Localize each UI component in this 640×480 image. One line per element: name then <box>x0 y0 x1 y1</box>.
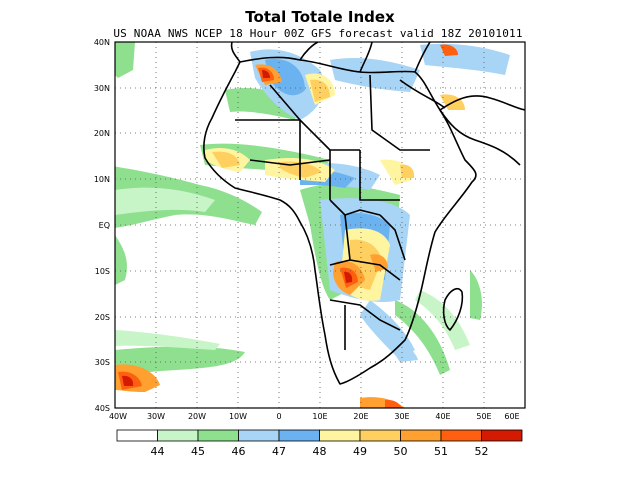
colorbar-label-46: 46 <box>232 445 246 458</box>
colorbar-label-51: 51 <box>434 445 448 458</box>
lat-label-10n: 10N <box>94 175 110 184</box>
map-frame <box>114 41 526 409</box>
colorbar-swatch-9 <box>481 429 523 442</box>
lat-label-10s: 10S <box>95 267 110 276</box>
chart-title: Total Totale Index <box>245 8 395 26</box>
lon-label-40w: 40W <box>109 412 127 421</box>
coastlines <box>203 42 525 385</box>
lat-label-20n: 20N <box>94 129 110 138</box>
lon-label-10w: 10W <box>229 412 247 421</box>
lon-label-60e: 60E <box>504 412 519 421</box>
gridlines <box>115 42 525 408</box>
colorbar-swatch-5 <box>319 429 361 442</box>
colorbar-label-50: 50 <box>394 445 408 458</box>
colorbar-label-48: 48 <box>313 445 327 458</box>
colorbar-label-45: 45 <box>191 445 205 458</box>
colorbar-swatch-4 <box>278 429 320 442</box>
colorbar-label-44: 44 <box>151 445 165 458</box>
chart-subtitle: US NOAA NWS NCEP 18 Hour 00Z GFS forecas… <box>113 27 523 40</box>
lon-label-0: 0 <box>276 412 281 421</box>
lon-label-30w: 30W <box>147 412 165 421</box>
lon-label-30e: 30E <box>394 412 409 421</box>
colorbar-swatch-1 <box>157 429 199 442</box>
colorbar-swatch-2 <box>197 429 239 442</box>
colorbar-swatch-6 <box>359 429 401 442</box>
lat-label-eq: EQ <box>99 221 110 230</box>
colorbar-label-49: 49 <box>353 445 367 458</box>
colorbar-swatch-8 <box>440 429 482 442</box>
colorbar-swatch-7 <box>400 429 442 442</box>
lat-label-20s: 20S <box>95 313 110 322</box>
lat-label-30n: 30N <box>94 84 110 93</box>
lon-label-20w: 20W <box>188 412 206 421</box>
colorbar-label-47: 47 <box>272 445 286 458</box>
lat-label-30s: 30S <box>95 358 110 367</box>
colorbar-swatch-3 <box>238 429 280 442</box>
lon-label-50e: 50E <box>476 412 491 421</box>
index-field-45 <box>115 187 470 350</box>
lat-label-40s: 40S <box>95 404 110 413</box>
lat-label-40n: 40N <box>94 38 110 47</box>
lon-label-20e: 20E <box>353 412 368 421</box>
index-field-53 <box>122 70 353 386</box>
colorbar-swatch-0 <box>116 429 158 442</box>
lon-label-10e: 10E <box>312 412 327 421</box>
colorbar-label-52: 52 <box>475 445 489 458</box>
lon-label-40e: 40E <box>435 412 450 421</box>
